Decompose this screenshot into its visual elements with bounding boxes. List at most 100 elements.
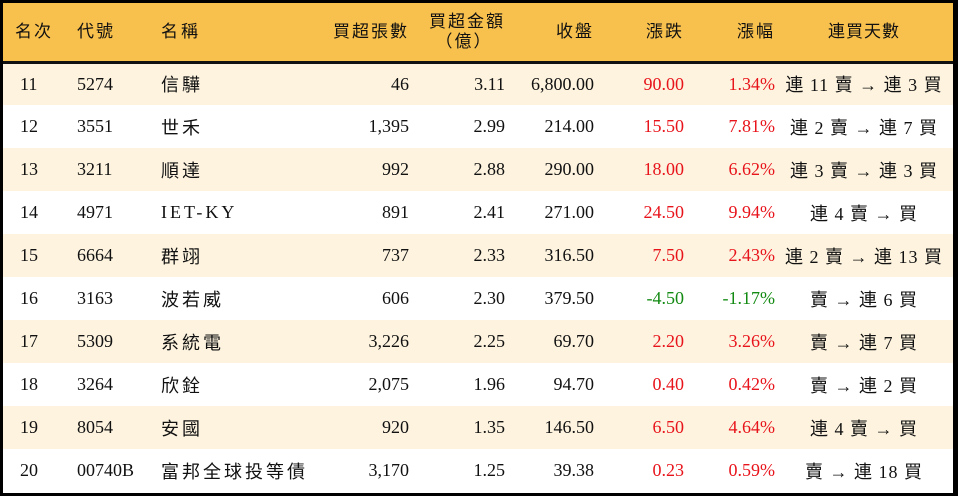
- change-pct-cell: 3.26%: [728, 331, 776, 351]
- table-row[interactable]: 19 8054 安國 920 1.35 146.50 6.50 4.64% 連 4 賣 → 買: [3, 406, 953, 449]
- close-price-cell: 146.50: [544, 417, 595, 437]
- table-row[interactable]: 14 4971 IET-KY 891 2.41 271.00 24.50 9.94% 連 4 賣…: [3, 191, 953, 234]
- net-buy-volume-cell: 891: [382, 202, 409, 222]
- name-cell: 欣銓: [161, 375, 203, 396]
- table-body: 11 5274 信驊 46 3.11 6,800.00 90.00 1.34% 連 11 賣 →…: [3, 62, 953, 492]
- name-cell: 群翊: [161, 246, 203, 267]
- name-cell: 順達: [161, 160, 203, 181]
- table-row[interactable]: 17 5309 系統電 3,226 2.25 69.70 2.20 3.26% 賣 → 連 7 …: [3, 320, 953, 363]
- net-buy-volume-cell: 3,226: [368, 331, 410, 351]
- change-cell: -4.50: [646, 288, 685, 308]
- streak-cell: 賣 → 連 6 買: [810, 289, 918, 310]
- streak-cell: 賣 → 連 7 買: [810, 332, 918, 353]
- net-buy-volume-cell: 2,075: [368, 374, 410, 394]
- header-rank[interactable]: 名次: [15, 21, 53, 41]
- change-pct-cell: 6.62%: [728, 159, 776, 179]
- change-cell: 18.00: [643, 159, 685, 179]
- header-net-buy-volume[interactable]: 買超張數: [333, 21, 409, 41]
- name-cell: 波若威: [161, 289, 224, 310]
- change-cell: 0.23: [652, 460, 685, 480]
- streak-cell: 連 4 賣 → 買: [810, 418, 918, 439]
- rank-cell: 13: [20, 159, 38, 179]
- streak-cell: 連 2 賣 → 連 13 買: [785, 246, 943, 267]
- rank-cell: 11: [20, 73, 38, 94]
- close-price-cell: 214.00: [544, 116, 595, 136]
- rank-cell: 19: [20, 417, 38, 437]
- streak-cell: 賣 → 連 2 買: [810, 375, 918, 396]
- code-cell: 5274: [77, 73, 113, 94]
- code-cell: 6664: [77, 245, 113, 265]
- name-cell: 富邦全球投等債: [161, 461, 308, 482]
- table-row[interactable]: 12 3551 世禾 1,395 2.99 214.00 15.50 7.81% 連 2 賣 →…: [3, 105, 953, 148]
- net-buy-ranking-table: 名次 代號 名稱 買超張數 買超金額 （億） 收盤 漲跌 漲幅 連買天數 11 5…: [3, 3, 953, 492]
- change-pct-cell: 2.43%: [728, 245, 776, 265]
- table-row[interactable]: 18 3264 欣銓 2,075 1.96 94.70 0.40 0.42% 賣 → 連 2 買: [3, 363, 953, 406]
- net-buy-amount-cell: 2.30: [473, 288, 506, 308]
- header-net-buy-amount-line2: （億）: [435, 31, 493, 51]
- net-buy-amount-cell: 2.99: [473, 116, 506, 136]
- rank-cell: 15: [20, 245, 38, 265]
- code-cell: 3264: [77, 374, 113, 394]
- rank-cell: 14: [20, 202, 38, 222]
- change-cell: 7.50: [652, 245, 685, 265]
- table-row[interactable]: 13 3211 順達 992 2.88 290.00 18.00 6.62% 連 3 賣 → 連…: [3, 148, 953, 191]
- close-price-cell: 379.50: [544, 288, 595, 308]
- name-cell: 信驊: [161, 75, 203, 96]
- name-cell: 安國: [161, 418, 203, 439]
- net-buy-amount-cell: 2.33: [473, 245, 506, 265]
- change-cell: 24.50: [643, 202, 685, 222]
- code-cell: 8054: [77, 417, 113, 437]
- name-cell: 世禾: [161, 117, 203, 138]
- net-buy-volume-cell: 606: [382, 288, 409, 308]
- name-cell: IET-KY: [161, 202, 238, 222]
- change-cell: 15.50: [643, 116, 685, 136]
- header-code[interactable]: 代號: [77, 21, 115, 41]
- change-cell: 90.00: [643, 73, 685, 94]
- change-pct-cell: 4.64%: [728, 417, 776, 437]
- change-pct-cell: -1.17%: [722, 288, 776, 308]
- change-cell: 0.40: [652, 374, 685, 394]
- net-buy-amount-cell: 1.25: [473, 460, 506, 480]
- net-buy-amount-cell: 2.25: [473, 331, 506, 351]
- name-cell: 系統電: [161, 332, 224, 353]
- net-buy-amount-cell: 2.41: [473, 202, 506, 222]
- net-buy-volume-cell: 992: [382, 159, 409, 179]
- net-buy-amount-cell: 1.96: [473, 374, 506, 394]
- header-name[interactable]: 名稱: [161, 21, 201, 41]
- net-buy-ranking-table-frame: 名次 代號 名稱 買超張數 買超金額 （億） 收盤 漲跌 漲幅 連買天數 11 5…: [3, 3, 953, 493]
- net-buy-amount-cell: 3.11: [474, 73, 505, 94]
- streak-cell: 賣 → 連 18 買: [805, 461, 923, 482]
- code-cell: 3163: [77, 288, 113, 308]
- streak-cell: 連 4 賣 → 買: [810, 203, 918, 224]
- header-close[interactable]: 收盤: [556, 21, 594, 41]
- close-price-cell: 39.38: [553, 460, 595, 480]
- close-price-cell: 6,800.00: [531, 73, 594, 94]
- change-pct-cell: 7.81%: [728, 116, 776, 136]
- table-row[interactable]: 11 5274 信驊 46 3.11 6,800.00 90.00 1.34% 連 11 賣 →…: [3, 62, 953, 105]
- streak-cell: 連 11 賣 → 連 3 買: [785, 75, 943, 96]
- change-pct-cell: 0.59%: [728, 460, 776, 480]
- table-row[interactable]: 16 3163 波若威 606 2.30 379.50 -4.50 -1.17% 賣 → 連 6…: [3, 277, 953, 320]
- table-row[interactable]: 20 00740B 富邦全球投等債 3,170 1.25 39.38 0.23 0.59% 賣 …: [3, 449, 953, 492]
- change-pct-cell: 9.94%: [728, 202, 776, 222]
- table-header-row: 名次 代號 名稱 買超張數 買超金額 （億） 收盤 漲跌 漲幅 連買天數: [3, 3, 953, 62]
- table-row[interactable]: 15 6664 群翊 737 2.33 316.50 7.50 2.43% 連 2 賣 → 連 …: [3, 234, 953, 277]
- net-buy-volume-cell: 737: [382, 245, 409, 265]
- code-cell: 4971: [77, 202, 113, 222]
- rank-cell: 16: [20, 288, 38, 308]
- change-pct-cell: 1.34%: [728, 73, 776, 94]
- header-net-buy-amount[interactable]: 買超金額 （億）: [409, 3, 505, 62]
- close-price-cell: 69.70: [553, 331, 595, 351]
- close-price-cell: 316.50: [544, 245, 595, 265]
- rank-cell: 17: [20, 331, 38, 351]
- header-streak[interactable]: 連買天數: [828, 21, 900, 41]
- header-change[interactable]: 漲跌: [646, 21, 684, 41]
- change-cell: 6.50: [652, 417, 685, 437]
- streak-cell: 連 2 賣 → 連 7 買: [790, 117, 938, 138]
- net-buy-volume-cell: 920: [382, 417, 409, 437]
- change-cell: 2.20: [652, 331, 685, 351]
- net-buy-volume-cell: 46: [391, 73, 409, 94]
- header-net-buy-amount-line1: 買超金額: [429, 11, 505, 31]
- net-buy-volume-cell: 3,170: [368, 460, 410, 480]
- header-change-pct[interactable]: 漲幅: [737, 21, 775, 41]
